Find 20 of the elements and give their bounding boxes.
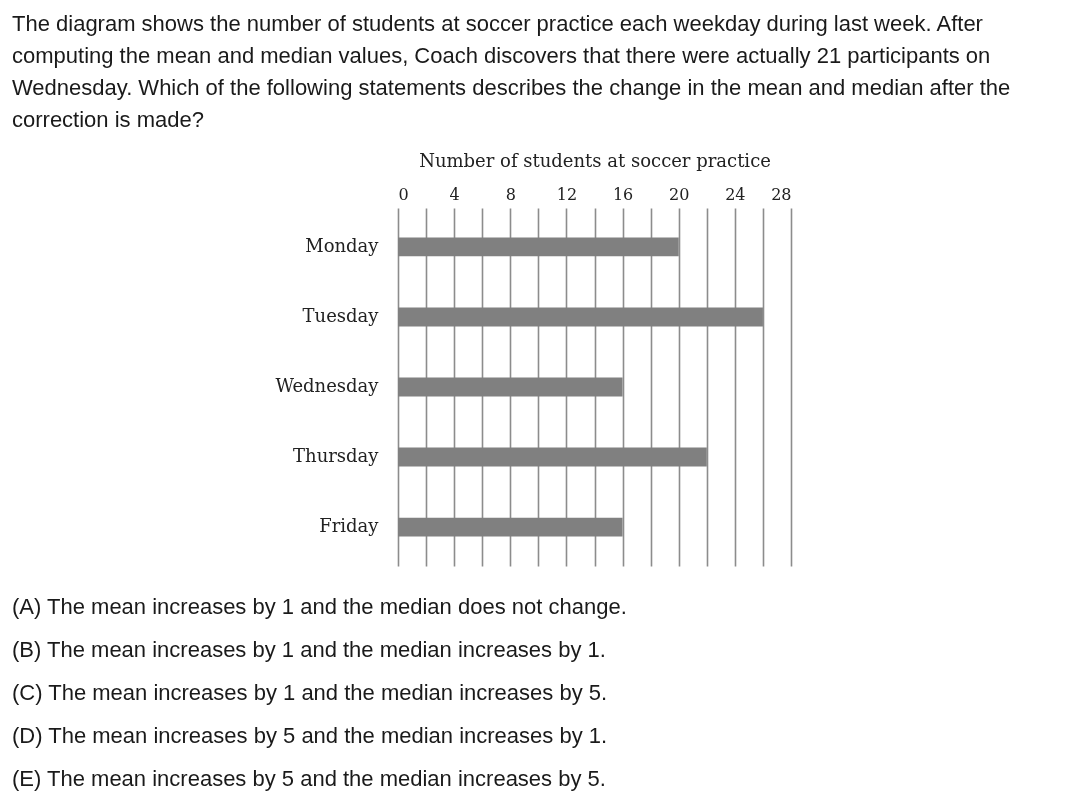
text: (A) The mean increases by 1 and the median does not change.	[12, 594, 627, 619]
x-axis-title: Number of students at soccer practice	[419, 149, 771, 171]
x-tick-label: 20	[669, 184, 690, 204]
text: (E) The mean increases by 5 and the median increases by 5.	[12, 766, 606, 791]
x-tick-label: 24	[725, 184, 746, 204]
y-tick-label: Tuesday	[302, 304, 380, 326]
text: (D) The mean increases by 5 and the median increases by 1.	[12, 723, 608, 748]
chart-title: The diagram shows the number of students at soccer practice each weekday during last week. After computing the mean and median values, Coach discovers that there were actually 21 participants on Wednesday. Which of the following statements describes the change in the mean and median after the correction is made?	[12, 11, 1011, 132]
y-tick-label: Thursday	[293, 445, 380, 467]
x-tick-label: 16	[612, 184, 634, 204]
x-tick-label: 12	[556, 184, 578, 204]
text: (B) The mean increases by 1 and the median increases by 1.	[12, 637, 606, 662]
y-tick-label: Friday	[319, 515, 380, 537]
x-tick-label: 0	[398, 184, 409, 204]
x-tick-label: 28	[771, 184, 792, 204]
y-tick-label: Monday	[305, 234, 380, 256]
text: (C) The mean increases by 1 and the median increases by 5.	[12, 680, 608, 705]
y-tick-label: Wednesday	[275, 375, 380, 396]
x-tick-label: 8	[505, 184, 516, 204]
x-tick-label: 4	[449, 184, 460, 204]
